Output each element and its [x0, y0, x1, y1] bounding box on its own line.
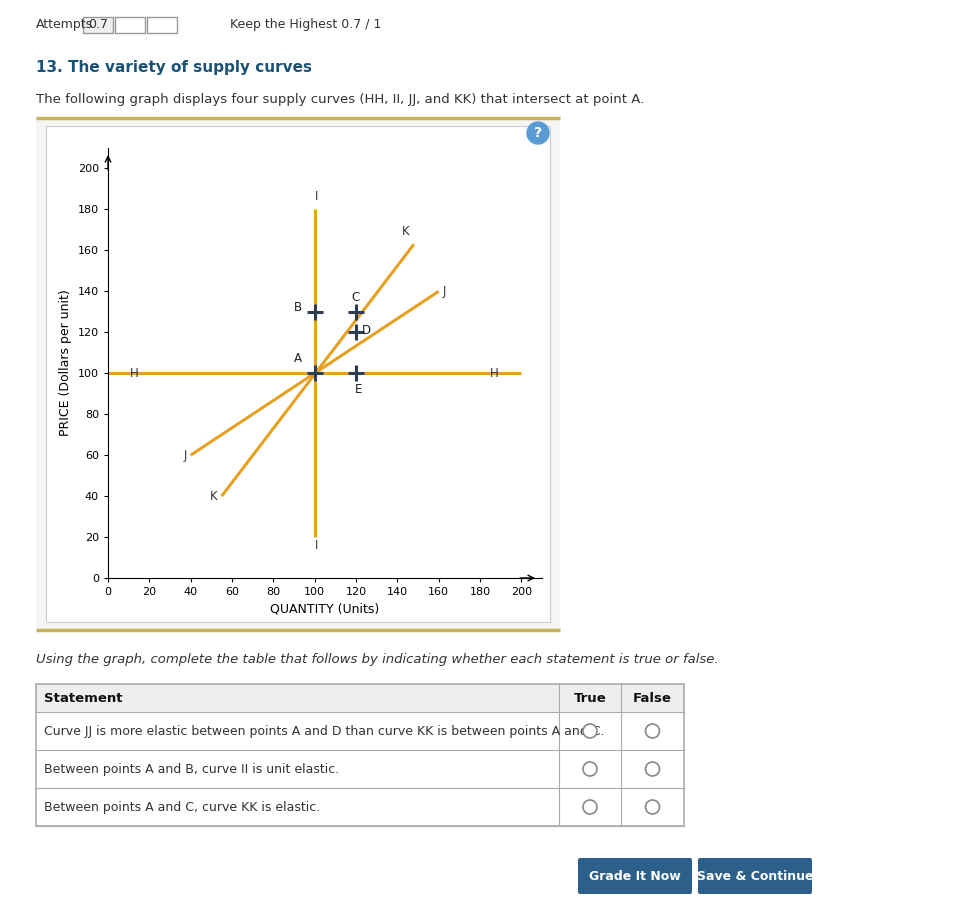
Text: The following graph displays four supply curves (HH, II, JJ, and KK) that inters: The following graph displays four supply… — [36, 93, 644, 107]
FancyBboxPatch shape — [46, 126, 550, 622]
FancyBboxPatch shape — [83, 17, 113, 33]
Text: J: J — [183, 449, 187, 462]
FancyBboxPatch shape — [147, 17, 177, 33]
Circle shape — [583, 762, 597, 776]
Text: Statement: Statement — [44, 692, 123, 704]
Circle shape — [527, 122, 549, 144]
Text: I: I — [316, 539, 318, 552]
Text: Between points A and B, curve II is unit elastic.: Between points A and B, curve II is unit… — [44, 762, 339, 775]
Text: Keep the Highest 0.7 / 1: Keep the Highest 0.7 / 1 — [230, 18, 382, 31]
FancyBboxPatch shape — [36, 118, 560, 630]
Text: A: A — [294, 352, 302, 365]
Circle shape — [645, 800, 660, 814]
Circle shape — [645, 762, 660, 776]
Text: ?: ? — [534, 126, 542, 140]
Circle shape — [583, 800, 597, 814]
Y-axis label: PRICE (Dollars per unit): PRICE (Dollars per unit) — [59, 290, 72, 436]
Text: Using the graph, complete the table that follows by indicating whether each stat: Using the graph, complete the table that… — [36, 654, 718, 667]
Text: D: D — [363, 324, 371, 337]
Text: Save & Continue: Save & Continue — [697, 869, 813, 882]
Text: Grade It Now: Grade It Now — [589, 869, 681, 882]
Text: Between points A and C, curve KK is elastic.: Between points A and C, curve KK is elas… — [44, 800, 320, 813]
FancyBboxPatch shape — [578, 858, 692, 894]
Text: E: E — [355, 384, 362, 396]
Circle shape — [645, 724, 660, 738]
Text: I: I — [316, 190, 318, 203]
Text: Attempts: Attempts — [36, 18, 93, 31]
Text: H: H — [490, 367, 499, 380]
FancyBboxPatch shape — [115, 17, 145, 33]
Text: C: C — [352, 290, 361, 303]
Text: Curve JJ is more elastic between points A and D than curve KK is between points : Curve JJ is more elastic between points … — [44, 725, 604, 738]
Text: J: J — [443, 285, 446, 298]
Text: K: K — [210, 490, 218, 502]
X-axis label: QUANTITY (Units): QUANTITY (Units) — [270, 603, 380, 616]
FancyBboxPatch shape — [36, 684, 684, 712]
Text: H: H — [130, 367, 139, 380]
Text: True: True — [573, 692, 606, 704]
FancyBboxPatch shape — [698, 858, 812, 894]
Text: K: K — [402, 225, 409, 238]
Circle shape — [583, 724, 597, 738]
Text: 13. The variety of supply curves: 13. The variety of supply curves — [36, 61, 312, 76]
Text: B: B — [294, 301, 302, 314]
Text: False: False — [633, 692, 672, 704]
Text: 0.7: 0.7 — [88, 18, 108, 31]
